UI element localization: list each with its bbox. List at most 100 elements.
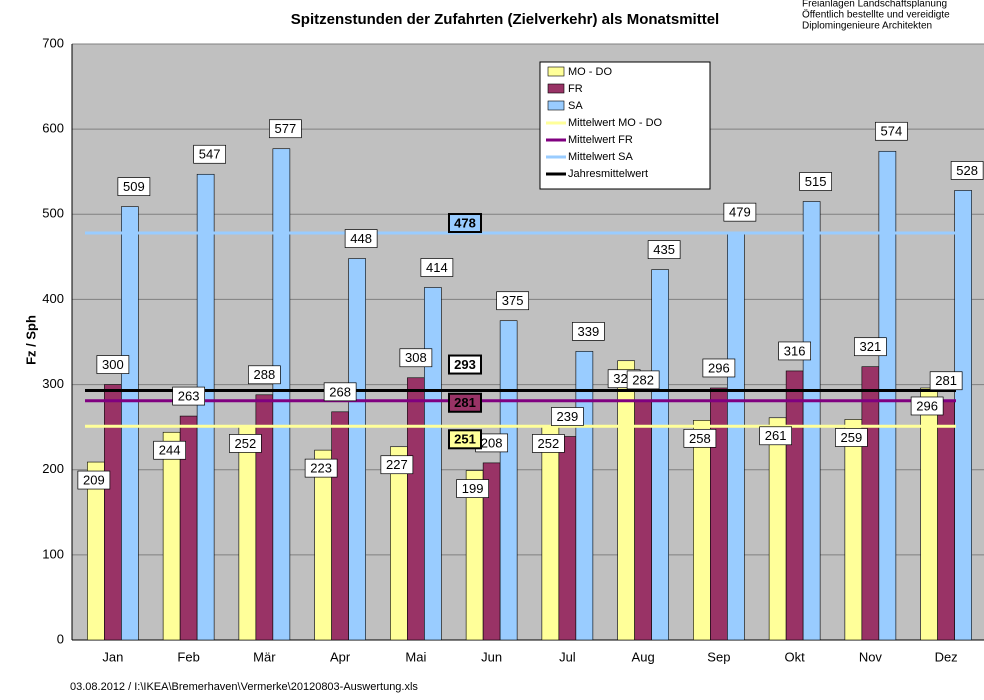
value-label-box [153, 440, 186, 460]
value-label-box [96, 355, 130, 374]
value-label-box [248, 365, 281, 385]
legend-label: FR [568, 83, 583, 95]
value-label: 435 [653, 242, 675, 257]
value-label: 479 [729, 205, 751, 220]
bar [121, 206, 139, 641]
value-label: 252 [538, 436, 560, 451]
value-label: 263 [178, 389, 200, 404]
value-label: 339 [578, 324, 600, 339]
value-label: 281 [935, 373, 957, 388]
y-tick-label: 500 [42, 206, 64, 221]
bar [390, 446, 408, 641]
value-label: 268 [329, 384, 351, 399]
value-label: 258 [689, 431, 711, 446]
value-label-box [448, 429, 482, 450]
value-label-box [448, 354, 482, 375]
value-label-box [551, 407, 584, 426]
x-tick-label: Mai [405, 649, 426, 664]
legend-label: MO - DO [568, 66, 612, 78]
value-label-box [799, 172, 832, 191]
value-label: 244 [159, 443, 181, 458]
bar [954, 190, 972, 641]
value-label-box [496, 291, 529, 311]
value-label: 308 [405, 350, 427, 365]
value-label-box [532, 434, 565, 453]
bar [617, 360, 635, 641]
legend-label: Mittelwert SA [568, 151, 633, 163]
bar [255, 394, 274, 641]
value-label: 515 [805, 174, 827, 189]
y-tick-label: 200 [42, 461, 64, 476]
value-label: 209 [83, 472, 105, 487]
value-label-box [702, 358, 736, 378]
legend-swatch [547, 83, 565, 94]
value-label-box [420, 258, 454, 277]
x-tick-label: Feb [177, 649, 199, 664]
bar [196, 173, 215, 641]
y-tick-label: 100 [42, 546, 64, 561]
value-label-box [448, 392, 482, 413]
bar [727, 231, 745, 641]
x-tick-label: Okt [785, 649, 806, 664]
value-label-box [778, 341, 811, 361]
bar [541, 425, 560, 641]
value-label: 223 [310, 461, 332, 476]
value-label: 288 [254, 367, 276, 382]
bar [424, 287, 442, 641]
header-line: Öffentlich bestellte und vereidigte [802, 9, 950, 21]
bar [575, 351, 594, 641]
x-tick-label: Jun [481, 649, 502, 664]
bar [331, 411, 349, 641]
value-label-box [304, 458, 338, 478]
value-label-box [456, 479, 489, 498]
value-label-box [626, 370, 660, 390]
x-tick-label: Mär [253, 649, 276, 664]
value-label: 296 [916, 398, 938, 413]
value-label: 528 [956, 163, 978, 178]
value-label: 208 [481, 435, 503, 450]
bar [348, 258, 366, 641]
value-label-box [835, 428, 868, 447]
x-tick-label: Apr [330, 649, 351, 664]
value-label-box [172, 386, 205, 406]
x-tick-label: Jul [559, 649, 576, 664]
bar [861, 366, 880, 641]
y-tick-label: 400 [42, 291, 64, 306]
y-tick-label: 700 [42, 35, 64, 50]
value-label-box [759, 426, 792, 446]
bar [104, 384, 122, 641]
bar [768, 417, 787, 641]
value-label-box [647, 240, 681, 259]
bar [407, 377, 425, 641]
bar [272, 148, 291, 641]
value-label-box [269, 119, 302, 139]
x-tick-label: Sep [707, 649, 730, 664]
legend-swatch [547, 66, 565, 77]
bar [693, 420, 711, 641]
legend-swatch [547, 100, 565, 111]
bar [634, 399, 652, 641]
legend-label: Mittelwert FR [568, 134, 633, 146]
bar [878, 150, 897, 641]
value-label: 239 [557, 409, 579, 424]
value-label-box [572, 322, 605, 341]
bar [314, 449, 332, 641]
value-label-box [723, 202, 757, 222]
value-label-box [229, 434, 262, 453]
legend-label: Jahresmittelwert [568, 168, 648, 180]
value-label: 478 [454, 215, 476, 230]
x-tick-label: Dez [935, 649, 958, 664]
value-label: 547 [199, 147, 221, 162]
header-line: Diplomingenieure Architekten [802, 21, 932, 32]
legend-label: Mittelwert MO - DO [568, 117, 663, 129]
value-label: 252 [235, 436, 257, 451]
x-tick-label: Jan [102, 649, 123, 664]
bar [785, 370, 804, 641]
bar [558, 436, 577, 641]
x-tick-label: Aug [632, 649, 655, 664]
value-label-box [344, 229, 378, 248]
value-label-box [448, 213, 482, 234]
footer: 03.08.2012 / I:\IKEA\Bremerhaven\Vermerk… [70, 681, 418, 693]
y-axis-label: Fz / Sph [23, 315, 38, 365]
value-label: 296 [708, 360, 730, 375]
